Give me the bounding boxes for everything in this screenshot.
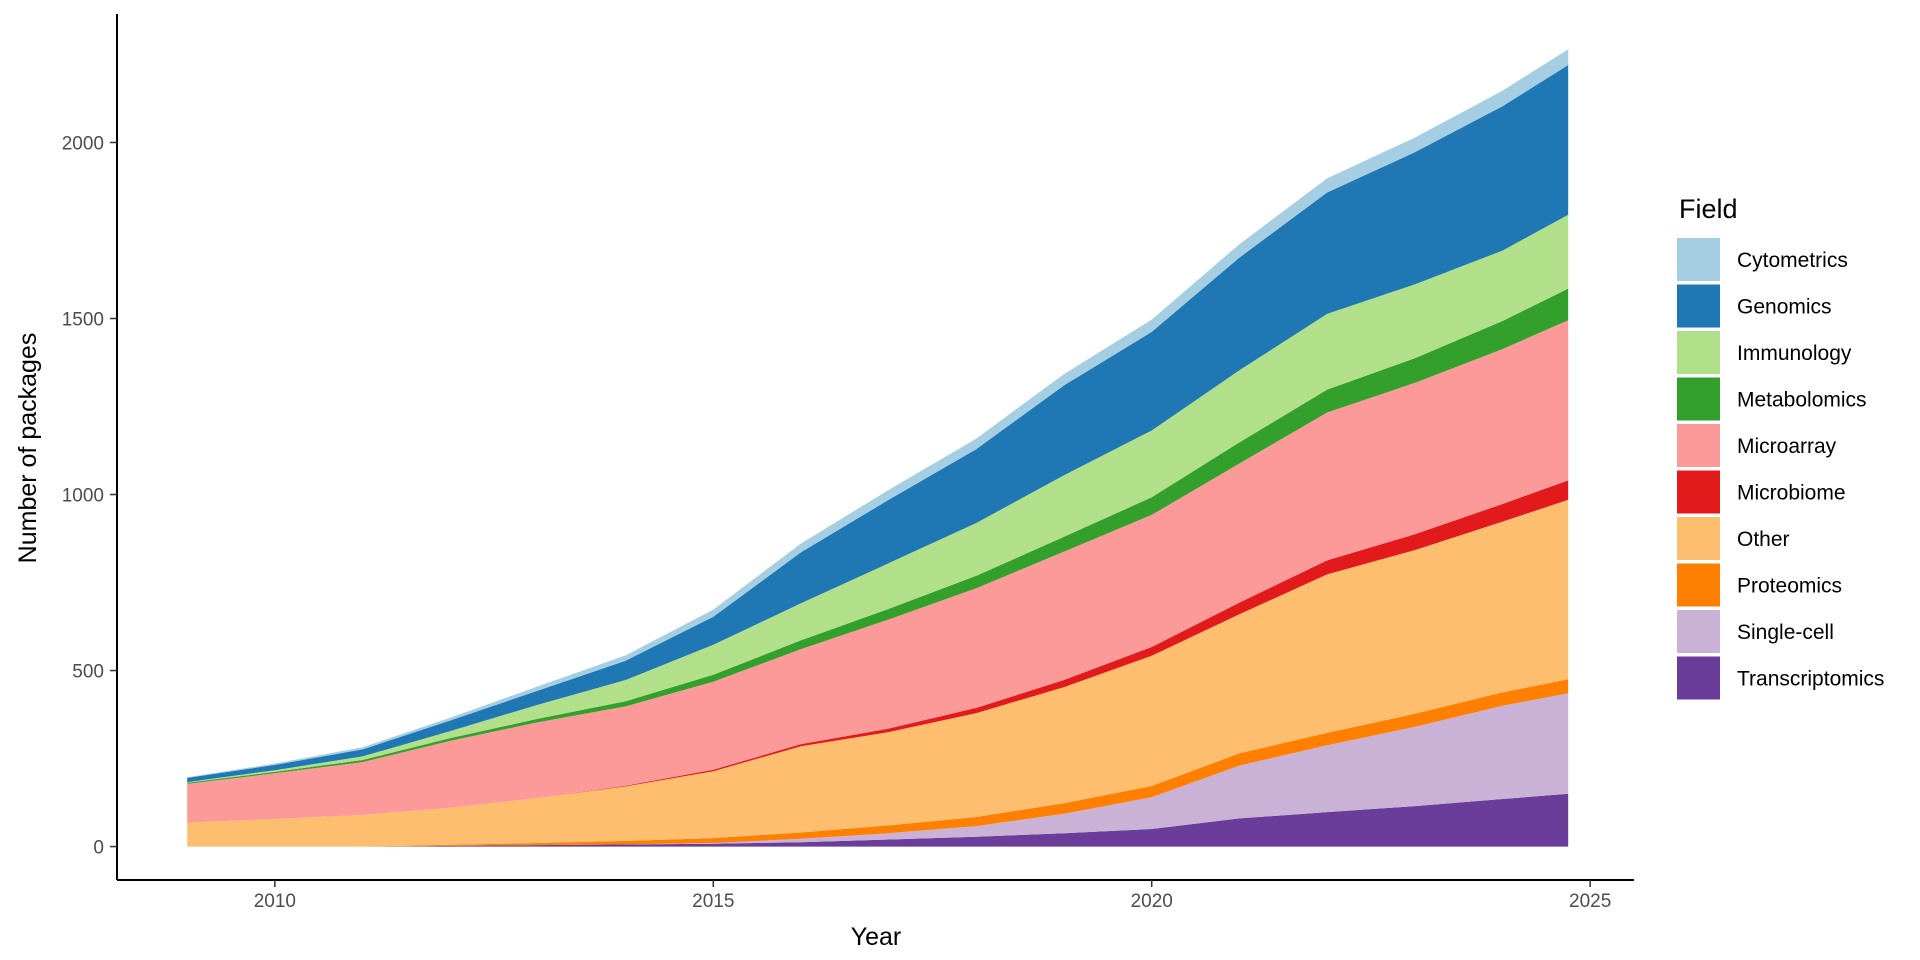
legend-label-single-cell: Single-cell [1737, 621, 1834, 644]
legend-label-transcriptomics: Transcriptomics [1737, 668, 1884, 691]
legend-swatch-proteomics [1677, 563, 1720, 607]
legend-label-proteomics: Proteomics [1737, 575, 1842, 598]
legend-swatch-single-cell [1677, 610, 1720, 653]
y-tick-label: 500 [72, 662, 104, 683]
x-tick-label: 2020 [1131, 891, 1173, 912]
legend-label-genomics: Genomics [1737, 296, 1832, 319]
legend-swatch-metabolomics [1677, 377, 1720, 421]
y-tick-label: 1500 [62, 310, 104, 331]
x-axis-title: Year [851, 923, 902, 951]
area-layers [187, 49, 1569, 847]
legend-swatch-microbiome [1677, 470, 1720, 514]
legend-swatch-other [1677, 517, 1720, 560]
legend-swatch-transcriptomics [1677, 656, 1720, 700]
legend-title: Field [1679, 194, 1738, 224]
y-tick-label: 2000 [62, 133, 104, 154]
legend-items: Cytometrics Genomics Immunology Metabolomic… [1677, 238, 1884, 700]
y-axis-ticks: 0 500 1000 1500 2000 [62, 133, 117, 859]
legend-label-microarray: Microarray [1737, 435, 1837, 458]
x-tick-label: 2015 [692, 891, 734, 912]
legend-label-metabolomics: Metabolomics [1737, 389, 1867, 412]
x-tick-label: 2010 [254, 891, 296, 912]
legend-swatch-genomics [1677, 284, 1720, 328]
y-tick-label: 1000 [62, 486, 104, 507]
legend-label-microbiome: Microbiome [1737, 482, 1846, 505]
y-axis-title: Number of packages [14, 333, 42, 564]
legend-label-other: Other [1737, 528, 1790, 551]
legend-swatch-immunology [1677, 331, 1720, 374]
legend-swatch-microarray [1677, 424, 1720, 467]
area-other [187, 499, 1569, 847]
legend-swatch-cytometrics [1677, 238, 1720, 281]
x-tick-label: 2025 [1569, 891, 1611, 912]
y-tick-label: 0 [93, 838, 104, 859]
legend-label-immunology: Immunology [1737, 342, 1852, 365]
x-axis-ticks: 2010 2015 2020 2025 [254, 880, 1611, 912]
area-single-cell [187, 693, 1569, 847]
legend: Field Cytometrics Genomics Immunology Metab… [1677, 194, 1884, 700]
legend-label-cytometrics: Cytometrics [1737, 249, 1848, 272]
area-microarray [187, 320, 1569, 823]
area-transcriptomics [187, 793, 1569, 847]
